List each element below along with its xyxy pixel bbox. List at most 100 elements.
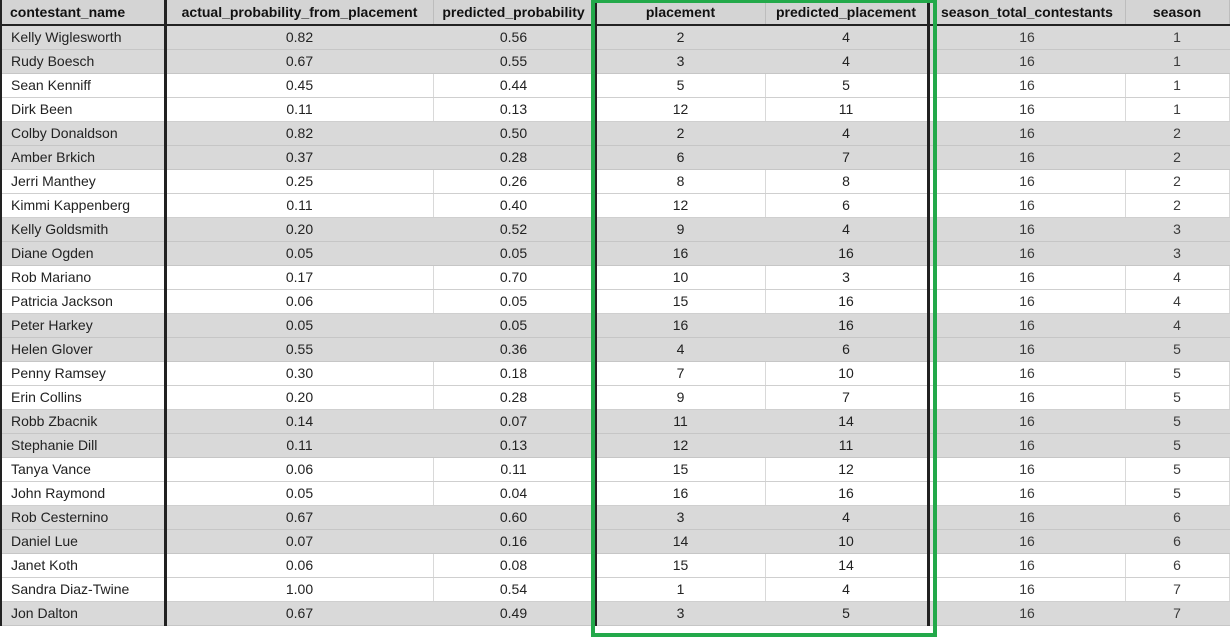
cell-season-total-contestants[interactable]: 16 (926, 409, 1126, 434)
cell-predicted-placement[interactable]: 4 (765, 577, 929, 602)
header-placement[interactable]: placement (593, 0, 766, 26)
cell-predicted-placement[interactable]: 12 (765, 457, 929, 482)
cell-predicted-placement[interactable]: 6 (765, 193, 929, 218)
cell-predicted-placement[interactable]: 4 (765, 505, 929, 530)
cell-season-total-contestants[interactable]: 16 (926, 121, 1126, 146)
cell-contestant-name[interactable]: Erin Collins (0, 385, 166, 410)
cell-season-total-contestants[interactable]: 16 (926, 145, 1126, 170)
cell-placement[interactable]: 12 (593, 433, 766, 458)
header-predicted-probability[interactable]: predicted_probability (433, 0, 596, 26)
cell-season[interactable]: 2 (1125, 193, 1230, 218)
header-season[interactable]: season (1125, 0, 1230, 26)
cell-placement[interactable]: 2 (593, 25, 766, 50)
cell-actual-probability[interactable]: 0.30 (163, 361, 434, 386)
cell-actual-probability[interactable]: 0.06 (163, 457, 434, 482)
cell-predicted-probability[interactable]: 0.08 (433, 553, 596, 578)
cell-predicted-probability[interactable]: 0.05 (433, 289, 596, 314)
cell-placement[interactable]: 15 (593, 553, 766, 578)
cell-actual-probability[interactable]: 0.82 (163, 25, 434, 50)
cell-predicted-placement[interactable]: 11 (765, 433, 929, 458)
cell-predicted-probability[interactable]: 0.18 (433, 361, 596, 386)
cell-predicted-placement[interactable]: 4 (765, 25, 929, 50)
cell-predicted-placement[interactable]: 14 (765, 409, 929, 434)
cell-predicted-placement[interactable]: 3 (765, 265, 929, 290)
cell-season[interactable]: 3 (1125, 241, 1230, 266)
cell-contestant-name[interactable]: Tanya Vance (0, 457, 166, 482)
cell-predicted-probability[interactable]: 0.13 (433, 433, 596, 458)
cell-contestant-name[interactable]: Rudy Boesch (0, 49, 166, 74)
cell-predicted-probability[interactable]: 0.04 (433, 481, 596, 506)
cell-season[interactable]: 5 (1125, 361, 1230, 386)
cell-placement[interactable]: 14 (593, 529, 766, 554)
cell-contestant-name[interactable]: Patricia Jackson (0, 289, 166, 314)
cell-predicted-probability[interactable]: 0.55 (433, 49, 596, 74)
cell-actual-probability[interactable]: 1.00 (163, 577, 434, 602)
cell-season-total-contestants[interactable]: 16 (926, 481, 1126, 506)
cell-season-total-contestants[interactable]: 16 (926, 433, 1126, 458)
cell-contestant-name[interactable]: Sandra Diaz-Twine (0, 577, 166, 602)
cell-contestant-name[interactable]: Janet Koth (0, 553, 166, 578)
cell-season[interactable]: 5 (1125, 385, 1230, 410)
cell-placement[interactable]: 6 (593, 145, 766, 170)
cell-predicted-placement[interactable]: 4 (765, 121, 929, 146)
cell-predicted-probability[interactable]: 0.05 (433, 313, 596, 338)
cell-season-total-contestants[interactable]: 16 (926, 577, 1126, 602)
cell-actual-probability[interactable]: 0.11 (163, 97, 434, 122)
cell-predicted-probability[interactable]: 0.05 (433, 241, 596, 266)
cell-actual-probability[interactable]: 0.14 (163, 409, 434, 434)
cell-season-total-contestants[interactable]: 16 (926, 553, 1126, 578)
cell-season-total-contestants[interactable]: 16 (926, 529, 1126, 554)
cell-predicted-probability[interactable]: 0.13 (433, 97, 596, 122)
cell-actual-probability[interactable]: 0.17 (163, 265, 434, 290)
cell-placement[interactable]: 1 (593, 577, 766, 602)
cell-predicted-probability[interactable]: 0.28 (433, 385, 596, 410)
cell-placement[interactable]: 16 (593, 241, 766, 266)
cell-placement[interactable]: 8 (593, 169, 766, 194)
cell-predicted-placement[interactable]: 16 (765, 313, 929, 338)
cell-season[interactable]: 4 (1125, 289, 1230, 314)
header-season-total-contestants[interactable]: season_total_contestants (926, 0, 1126, 26)
cell-contestant-name[interactable]: Kelly Goldsmith (0, 217, 166, 242)
cell-placement[interactable]: 16 (593, 481, 766, 506)
cell-predicted-probability[interactable]: 0.40 (433, 193, 596, 218)
cell-actual-probability[interactable]: 0.45 (163, 73, 434, 98)
cell-predicted-placement[interactable]: 10 (765, 529, 929, 554)
cell-season[interactable]: 2 (1125, 121, 1230, 146)
cell-season-total-contestants[interactable]: 16 (926, 25, 1126, 50)
cell-placement[interactable]: 7 (593, 361, 766, 386)
cell-actual-probability[interactable]: 0.11 (163, 193, 434, 218)
cell-season-total-contestants[interactable]: 16 (926, 193, 1126, 218)
cell-predicted-probability[interactable]: 0.70 (433, 265, 596, 290)
cell-actual-probability[interactable]: 0.05 (163, 481, 434, 506)
cell-predicted-placement[interactable]: 5 (765, 601, 929, 626)
cell-contestant-name[interactable]: Colby Donaldson (0, 121, 166, 146)
cell-season-total-contestants[interactable]: 16 (926, 217, 1126, 242)
cell-season[interactable]: 5 (1125, 433, 1230, 458)
cell-season[interactable]: 4 (1125, 265, 1230, 290)
cell-actual-probability[interactable]: 0.07 (163, 529, 434, 554)
cell-contestant-name[interactable]: Kimmi Kappenberg (0, 193, 166, 218)
cell-predicted-placement[interactable]: 4 (765, 217, 929, 242)
cell-season[interactable]: 5 (1125, 457, 1230, 482)
cell-predicted-probability[interactable]: 0.52 (433, 217, 596, 242)
cell-contestant-name[interactable]: Daniel Lue (0, 529, 166, 554)
cell-predicted-placement[interactable]: 5 (765, 73, 929, 98)
cell-predicted-placement[interactable]: 14 (765, 553, 929, 578)
cell-predicted-placement[interactable]: 16 (765, 241, 929, 266)
cell-placement[interactable]: 3 (593, 601, 766, 626)
cell-predicted-probability[interactable]: 0.50 (433, 121, 596, 146)
cell-placement[interactable]: 15 (593, 289, 766, 314)
cell-season-total-contestants[interactable]: 16 (926, 505, 1126, 530)
cell-season[interactable]: 5 (1125, 409, 1230, 434)
cell-actual-probability[interactable]: 0.05 (163, 241, 434, 266)
cell-contestant-name[interactable]: Peter Harkey (0, 313, 166, 338)
cell-contestant-name[interactable]: Dirk Been (0, 97, 166, 122)
cell-season[interactable]: 6 (1125, 505, 1230, 530)
cell-placement[interactable]: 3 (593, 505, 766, 530)
cell-predicted-placement[interactable]: 8 (765, 169, 929, 194)
cell-predicted-probability[interactable]: 0.60 (433, 505, 596, 530)
cell-contestant-name[interactable]: Helen Glover (0, 337, 166, 362)
cell-predicted-placement[interactable]: 7 (765, 145, 929, 170)
cell-season[interactable]: 1 (1125, 49, 1230, 74)
cell-season[interactable]: 4 (1125, 313, 1230, 338)
